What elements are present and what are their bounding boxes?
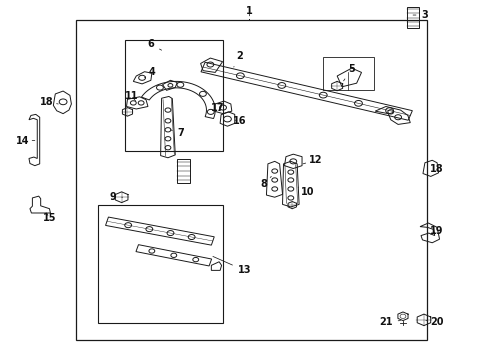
Text: 3: 3 bbox=[412, 10, 427, 20]
Text: 13: 13 bbox=[212, 256, 251, 275]
Bar bbox=[125, 40, 222, 151]
Text: 12: 12 bbox=[303, 155, 321, 165]
Text: 8: 8 bbox=[260, 176, 271, 189]
Text: 19: 19 bbox=[429, 226, 443, 236]
Bar bbox=[76, 21, 427, 339]
Text: 15: 15 bbox=[42, 213, 56, 222]
Text: 16: 16 bbox=[232, 116, 246, 126]
Text: 9: 9 bbox=[109, 192, 122, 202]
Text: 6: 6 bbox=[147, 40, 161, 50]
Text: 11: 11 bbox=[124, 91, 138, 101]
Text: 2: 2 bbox=[233, 51, 243, 67]
Text: 21: 21 bbox=[378, 317, 400, 327]
Circle shape bbox=[399, 314, 405, 319]
Text: 14: 14 bbox=[16, 136, 35, 145]
Text: 4: 4 bbox=[144, 67, 155, 78]
Text: 20: 20 bbox=[425, 317, 443, 327]
Text: 18: 18 bbox=[427, 164, 443, 174]
Text: 18: 18 bbox=[40, 97, 58, 107]
Bar bbox=[98, 205, 222, 323]
Text: 17: 17 bbox=[210, 103, 224, 113]
Text: 10: 10 bbox=[298, 187, 314, 197]
Text: 5: 5 bbox=[343, 64, 354, 81]
Text: 7: 7 bbox=[170, 129, 184, 138]
Text: 1: 1 bbox=[245, 6, 252, 17]
Bar bbox=[322, 57, 373, 90]
